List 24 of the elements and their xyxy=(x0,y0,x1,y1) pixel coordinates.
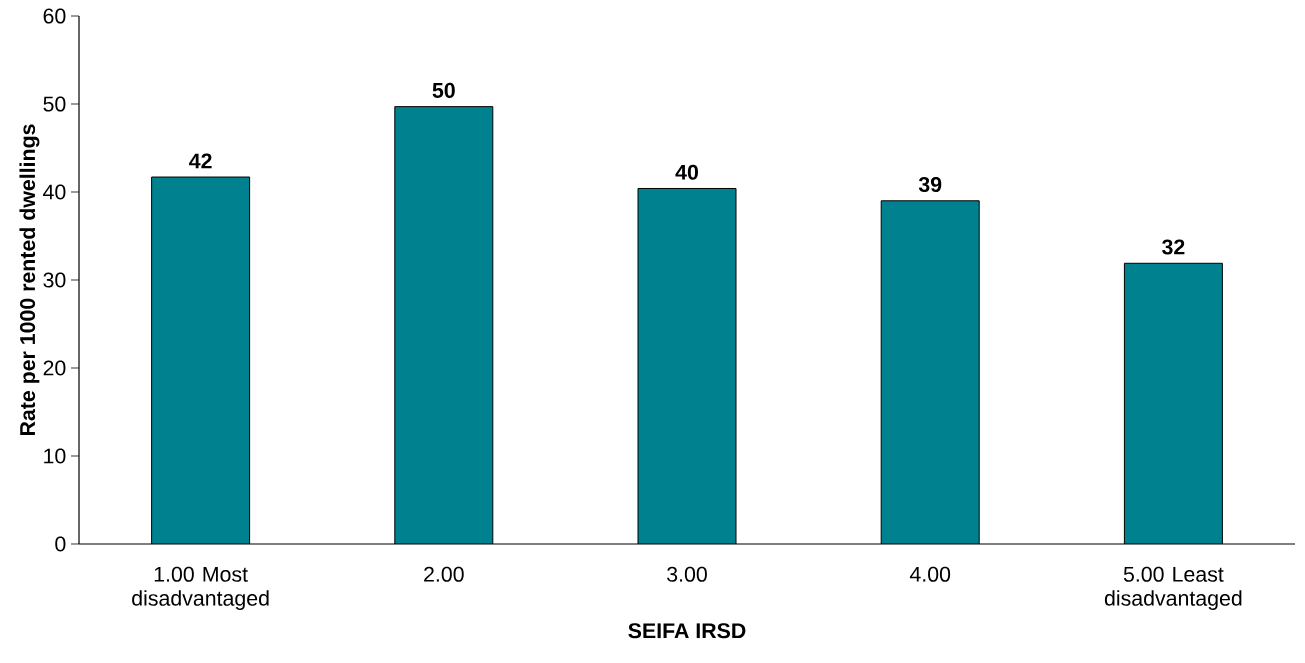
x-tick-label: 2.00 xyxy=(424,566,464,582)
bar xyxy=(151,177,250,544)
x-tick-label: 4.00 xyxy=(909,566,951,582)
y-axis-title: Rate per 1000 rented dwellings xyxy=(19,124,40,436)
y-tick-label: 50 xyxy=(43,96,66,112)
bar xyxy=(394,106,493,544)
y-tick-label: 40 xyxy=(43,184,66,200)
y-tick-label: 20 xyxy=(43,360,66,376)
y-tick-label: 0 xyxy=(55,536,66,552)
x-tick-label: 1.00 Most disadvantaged xyxy=(132,566,269,611)
bar xyxy=(1123,262,1223,544)
data-label: 40 xyxy=(675,164,698,180)
x-axis-title: SEIFA IRSD xyxy=(628,623,746,639)
bar xyxy=(638,188,737,544)
bar xyxy=(881,200,980,544)
y-tick-label: 30 xyxy=(43,272,66,288)
x-tick-label: 5.00 Least disadvantaged xyxy=(1104,566,1242,611)
y-tick-label: 60 xyxy=(43,8,66,24)
y-tick-label: 10 xyxy=(44,448,66,464)
x-tick-label: 3.00 xyxy=(667,566,707,582)
data-label: 50 xyxy=(432,82,455,98)
data-label: 32 xyxy=(1162,239,1185,255)
data-label: 42 xyxy=(189,153,212,169)
data-label: 39 xyxy=(918,176,942,193)
